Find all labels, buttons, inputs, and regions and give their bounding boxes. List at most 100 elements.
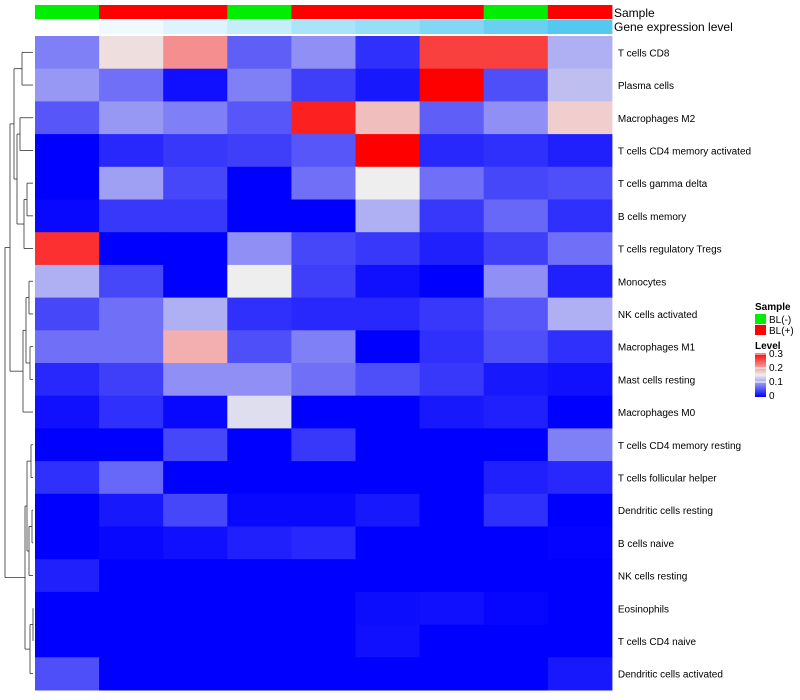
heatmap-cell	[547, 166, 613, 200]
heatmap-cell	[483, 36, 549, 70]
heatmap-cell	[227, 330, 292, 364]
expression-annotation-cell	[547, 20, 613, 34]
heatmap-cell	[163, 526, 228, 560]
legend-tick-0-3: 0.3	[769, 349, 783, 360]
heatmap-cell	[163, 461, 228, 495]
heatmap-cell	[355, 526, 421, 560]
sample-annotation-cell	[291, 5, 356, 19]
heatmap-cell	[227, 395, 292, 429]
heatmap-cell	[163, 330, 228, 364]
heatmap-cell	[355, 36, 421, 70]
heatmap-cell	[227, 493, 292, 527]
heatmap-cell	[99, 461, 164, 495]
heatmap-cell	[163, 297, 228, 331]
expression-annotation-cell	[35, 20, 100, 34]
heatmap-cell	[419, 199, 485, 233]
row-label: Macrophages M2	[618, 114, 696, 125]
heatmap-cell	[35, 330, 100, 364]
sample-annotation-bar	[35, 5, 613, 19]
heatmap-cell	[355, 428, 421, 462]
heatmap-cell	[35, 428, 100, 462]
sample-annotation-cell	[163, 5, 228, 19]
heatmap-cell	[163, 101, 228, 135]
heatmap-cell	[483, 166, 549, 200]
heatmap-cell	[419, 624, 485, 658]
heatmap-cell	[99, 526, 164, 560]
heatmap-cell	[227, 624, 292, 658]
heatmap-cell	[483, 428, 549, 462]
heatmap-cell	[227, 559, 292, 593]
row-label: T cells CD4 naive	[618, 637, 697, 648]
heatmap-cell	[163, 363, 228, 397]
heatmap-cell	[355, 363, 421, 397]
heatmap-cell	[35, 232, 100, 266]
heatmap-cell	[483, 461, 549, 495]
expression-annotation-cell	[419, 20, 485, 34]
heatmap-cell	[99, 428, 164, 462]
heatmap-cell	[35, 461, 100, 495]
heatmap-cell	[227, 363, 292, 397]
heatmap-cell	[99, 493, 164, 527]
legend-label-bl-pos: BL(+)	[769, 326, 794, 337]
row-label: NK cells resting	[618, 572, 687, 583]
heatmap-cell	[291, 264, 356, 299]
heatmap-cell	[163, 493, 228, 527]
heatmap-cell	[99, 657, 164, 691]
heatmap-cell	[483, 559, 549, 593]
heatmap-cell	[483, 330, 549, 364]
heatmap-cell	[163, 36, 228, 70]
heatmap-cell	[419, 428, 485, 462]
heatmap-cell	[483, 657, 549, 691]
heatmap-cell	[163, 264, 228, 299]
heatmap-cell	[355, 264, 421, 299]
heatmap-cell	[35, 68, 100, 102]
heatmap-cell	[291, 395, 356, 429]
heatmap-cell	[291, 297, 356, 331]
heatmap-cell	[355, 68, 421, 102]
heatmap-cell	[35, 199, 100, 233]
heatmap-cell	[355, 395, 421, 429]
legend-tick-0: 0	[769, 391, 775, 402]
expression-annotation-cell	[355, 20, 421, 34]
heatmap-cell	[419, 330, 485, 364]
sample-annotation-cell	[547, 5, 613, 19]
expression-annotation-cell	[163, 20, 228, 34]
heatmap-cell	[483, 68, 549, 102]
heatmap-cell	[291, 134, 356, 168]
heatmap-cell	[99, 330, 164, 364]
heatmap-cell	[99, 297, 164, 331]
heatmap-cell	[547, 559, 613, 593]
heatmap-cell	[291, 166, 356, 200]
heatmap-cell	[355, 199, 421, 233]
heatmap-cell	[99, 68, 164, 102]
legend-tick-0-1: 0.1	[769, 377, 783, 388]
heatmap-cell	[483, 591, 549, 626]
heatmap-cell	[483, 493, 549, 527]
heatmap-cell	[419, 101, 485, 135]
heatmap-cell	[227, 101, 292, 135]
heatmap-cell	[483, 264, 549, 299]
row-label: Macrophages M1	[618, 343, 696, 354]
heatmap-cell	[163, 624, 228, 658]
heatmap-cell	[483, 395, 549, 429]
heatmap-cell	[291, 657, 356, 691]
row-label: T cells gamma delta	[618, 179, 708, 190]
heatmap-cell	[227, 68, 292, 102]
heatmap-cell	[227, 591, 292, 626]
heatmap-cell	[483, 101, 549, 135]
heatmap-cell	[227, 36, 292, 70]
row-labels: T cells CD8 Plasma cells Macrophages M2 T c…	[618, 48, 751, 680]
sample-annotation-cell	[227, 5, 292, 19]
heatmap-cell	[483, 624, 549, 658]
heatmap-cell	[355, 232, 421, 266]
heatmap-cell	[355, 297, 421, 331]
heatmap-cell	[483, 526, 549, 560]
heatmap-cell	[163, 559, 228, 593]
heatmap-cell	[483, 134, 549, 168]
heatmap-cell	[227, 134, 292, 168]
row-label: T cells follicular helper	[618, 473, 717, 484]
heatmap-cell	[291, 428, 356, 462]
heatmap-cell	[227, 232, 292, 266]
heatmap-cell	[355, 330, 421, 364]
heatmap-cell	[547, 101, 613, 135]
